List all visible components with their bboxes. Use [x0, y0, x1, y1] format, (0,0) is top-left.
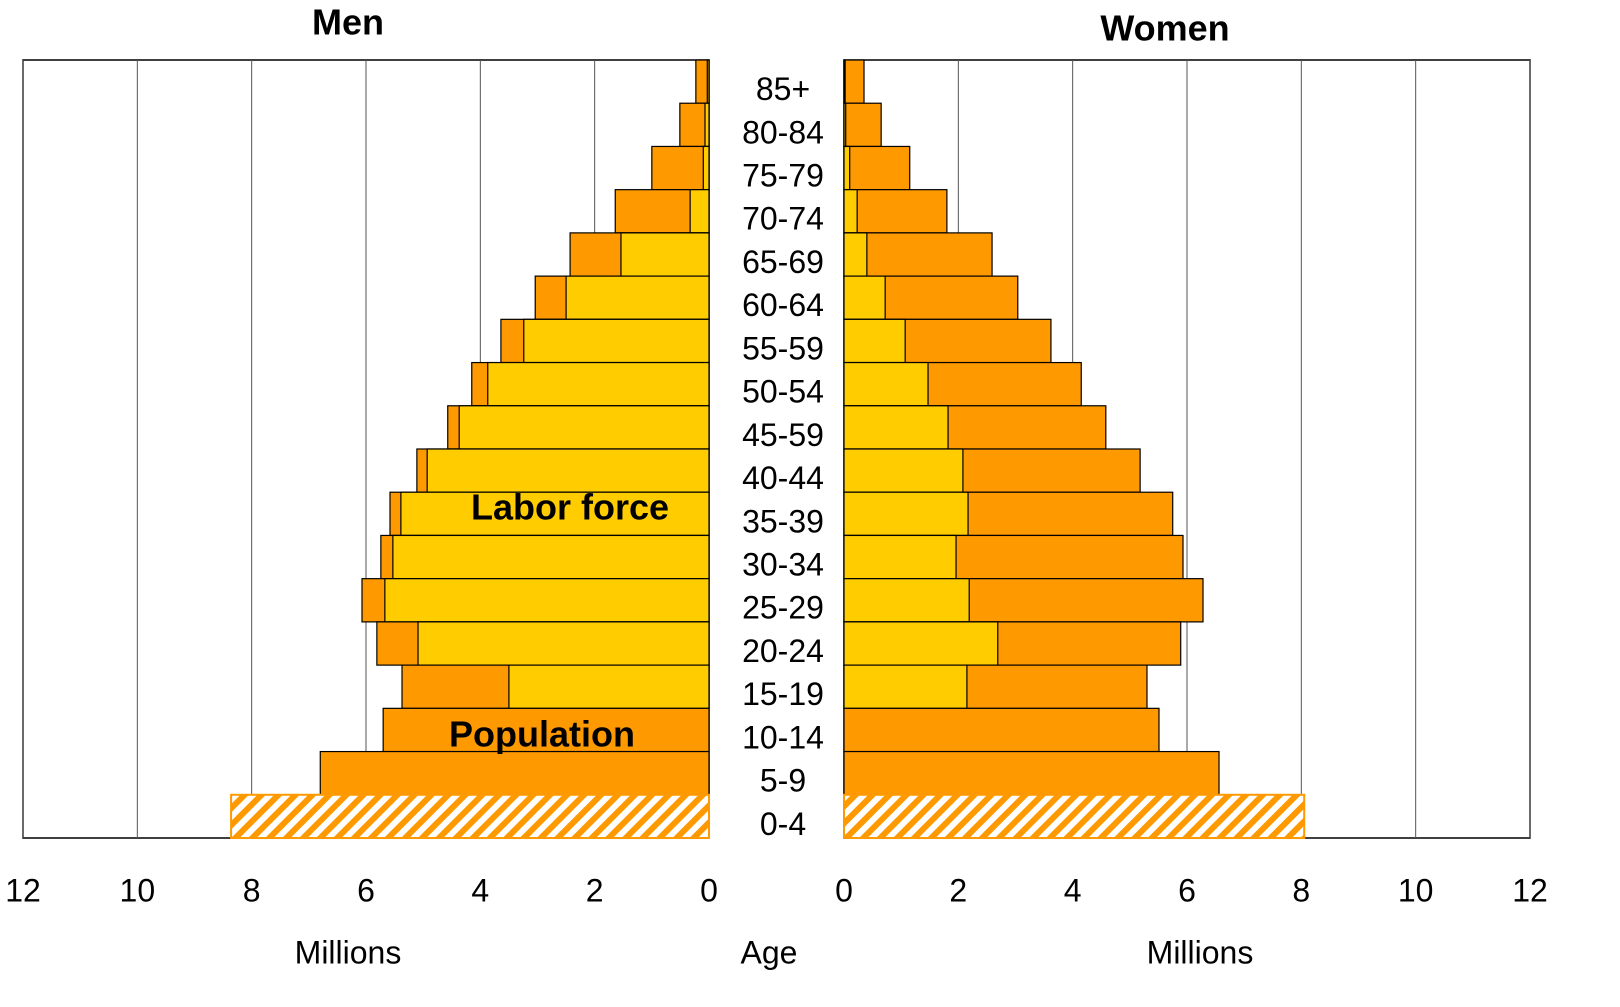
category-label: 75-79 — [742, 158, 824, 194]
bar — [392, 534, 710, 580]
x-tick-label: 2 — [586, 872, 604, 908]
bar — [843, 189, 858, 234]
category-axis-label: Age — [741, 934, 798, 970]
x-tick-label: 0 — [700, 872, 718, 908]
bar — [706, 59, 710, 104]
x-tick-label: 12 — [5, 872, 41, 908]
category-label: 70-74 — [742, 201, 824, 237]
bar — [523, 318, 710, 364]
category-label: 80-84 — [742, 114, 824, 150]
category-label: 0-4 — [760, 806, 806, 842]
bar — [843, 232, 868, 277]
bar — [689, 189, 710, 234]
bar — [487, 361, 710, 407]
x-tick-label: 4 — [471, 872, 489, 908]
bar — [458, 405, 710, 450]
bar — [426, 448, 710, 493]
bar — [843, 361, 929, 407]
bar — [620, 232, 710, 277]
annotation: Labor force — [471, 487, 669, 528]
left-x-axis-label: Millions — [295, 934, 402, 970]
category-label: 20-24 — [742, 633, 824, 669]
bar — [843, 102, 847, 148]
bar — [843, 405, 949, 450]
x-tick-label: 2 — [949, 872, 967, 908]
bar — [651, 145, 710, 191]
bar — [843, 145, 911, 191]
bar — [843, 318, 906, 364]
x-tick-label: 10 — [120, 872, 156, 908]
category-label: 5-9 — [760, 763, 806, 799]
bar — [384, 578, 710, 623]
bar — [508, 664, 710, 709]
category-label: 10-14 — [742, 719, 824, 755]
right-x-axis-label: Millions — [1147, 934, 1254, 970]
category-label: 65-69 — [742, 244, 824, 280]
bar — [843, 578, 970, 623]
category-label: 30-34 — [742, 547, 824, 583]
category-label: 25-29 — [742, 590, 824, 626]
bar — [843, 491, 969, 537]
annotation: Population — [449, 714, 635, 755]
x-tick-label: 6 — [1178, 872, 1196, 908]
category-label: 85+ — [756, 71, 810, 107]
bar — [843, 621, 999, 666]
category-label: 45-59 — [742, 417, 824, 453]
bar — [704, 102, 710, 148]
x-tick-label: 6 — [357, 872, 375, 908]
bar — [843, 534, 957, 580]
category-label: 55-59 — [742, 330, 824, 366]
x-tick-label: 10 — [1398, 872, 1434, 908]
bar — [843, 275, 886, 320]
bar — [843, 145, 851, 191]
category-label: 15-19 — [742, 676, 824, 712]
bar — [400, 491, 710, 537]
x-tick-label: 8 — [1292, 872, 1310, 908]
bar — [319, 750, 710, 796]
bar — [843, 102, 882, 148]
women-title: Women — [1100, 8, 1229, 49]
bar — [843, 59, 846, 104]
x-tick-label: 8 — [243, 872, 261, 908]
bar — [565, 275, 710, 320]
bar — [843, 664, 968, 709]
hatched-bar — [230, 793, 710, 839]
bar — [843, 448, 964, 493]
bar — [702, 145, 710, 191]
bar — [417, 621, 710, 666]
category-label: 50-54 — [742, 374, 824, 410]
category-label: 40-44 — [742, 460, 824, 496]
x-tick-label: 4 — [1064, 872, 1082, 908]
men-title: Men — [312, 2, 384, 43]
hatched-bar — [843, 793, 1306, 839]
bar — [843, 189, 948, 234]
bar — [679, 102, 710, 148]
bar — [843, 707, 1160, 753]
x-tick-label: 12 — [1512, 872, 1548, 908]
bar — [843, 59, 865, 104]
bar — [843, 750, 1220, 796]
category-label: 35-39 — [742, 503, 824, 539]
x-tick-label: 0 — [835, 872, 853, 908]
category-label: 60-64 — [742, 287, 824, 323]
